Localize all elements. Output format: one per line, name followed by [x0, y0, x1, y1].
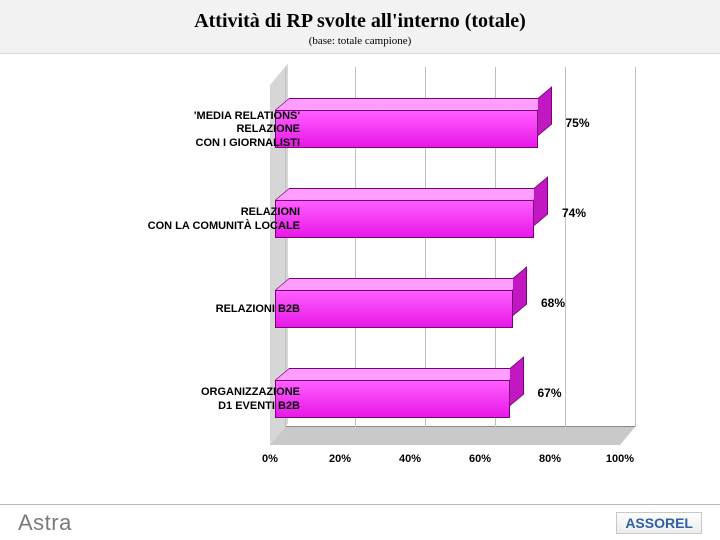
- bar-value-label: 75%: [566, 116, 590, 130]
- footer: Astra ASSOREL: [0, 504, 720, 540]
- bar-top-face: [275, 98, 552, 110]
- bar-front-face: [275, 380, 510, 418]
- x-axis-tick: 0%: [262, 453, 278, 465]
- bar-front-face: [275, 200, 534, 238]
- chart: 75% 74% 68% 67% 0% 20% 40% 60% 80% 100% 'MEDIA R…: [60, 85, 660, 485]
- x-axis-tick: 80%: [539, 453, 561, 465]
- page-subtitle: (base: totale campione): [0, 35, 720, 47]
- x-axis-tick: 20%: [329, 453, 351, 465]
- bar-top-face: [275, 188, 548, 200]
- brand-left: Astra: [18, 510, 72, 536]
- category-label: RELAZIONI B2B: [100, 303, 300, 317]
- bar-value-label: 67%: [538, 386, 562, 400]
- bar-top-face: [275, 368, 524, 380]
- gridline: [635, 67, 636, 427]
- page-title: Attività di RP svolte all'interno (total…: [0, 10, 720, 33]
- bar-value-label: 68%: [541, 296, 565, 310]
- bar-top-face: [275, 278, 527, 290]
- bar-front-face: [275, 110, 538, 148]
- x-axis-tick: 40%: [399, 453, 421, 465]
- plot-floor: [270, 427, 635, 445]
- x-axis-tick: 100%: [606, 453, 634, 465]
- brand-right: ASSOREL: [616, 512, 702, 534]
- x-axis-tick: 60%: [469, 453, 491, 465]
- bar-value-label: 74%: [562, 206, 586, 220]
- header-band: Attività di RP svolte all'interno (total…: [0, 0, 720, 54]
- category-label: 'MEDIA RELATIONS'RELAZIONECON I GIORNALI…: [100, 110, 300, 151]
- category-label: ORGANIZZAZIONED1 EVENTI B2B: [100, 386, 300, 414]
- plot-area: 75%74%68%67% 0%20%40%60%80%100%: [270, 85, 620, 445]
- bar-front-face: [275, 290, 513, 328]
- category-label: RELAZIONICON LA COMUNITÀ LOCALE: [100, 206, 300, 234]
